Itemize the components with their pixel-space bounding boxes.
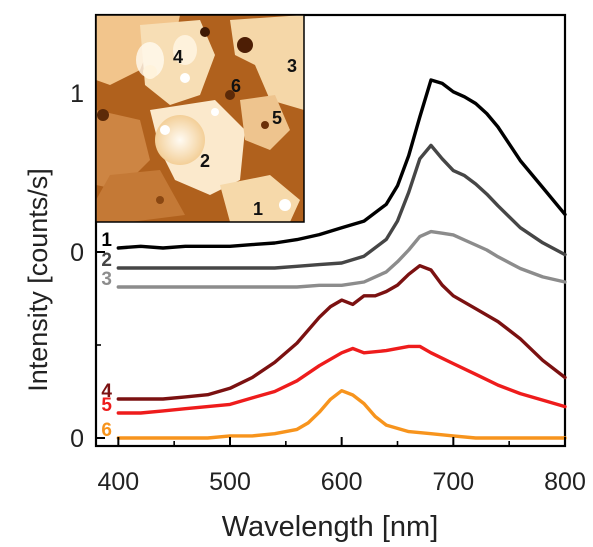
y-axis-label: Intensity [counts/s] xyxy=(23,168,53,392)
series-line-2 xyxy=(116,143,567,270)
inset-image xyxy=(95,14,305,223)
series-label-3: 3 xyxy=(101,269,112,290)
x-tick-label-700: 700 xyxy=(432,468,474,496)
inset-label-5: 5 xyxy=(272,108,282,128)
x-tick-label-500: 500 xyxy=(209,468,251,496)
inset-label-layer: 4 6 3 5 2 1 xyxy=(173,47,297,219)
y-tick-label-0: 0 xyxy=(70,425,84,453)
series-line-4 xyxy=(116,264,567,401)
series-label-1: 1 xyxy=(101,230,112,251)
y-tick-label-1: 0 xyxy=(70,239,84,267)
series-label-4: 4 xyxy=(101,381,112,402)
x-tick-label-400: 400 xyxy=(97,468,139,496)
series-label-6: 6 xyxy=(101,420,112,441)
x-axis-label: Wavelength [nm] xyxy=(222,511,439,542)
x-tick-label-600: 600 xyxy=(321,468,363,496)
inset-label-6: 6 xyxy=(231,76,241,96)
series-label-2: 2 xyxy=(101,250,112,271)
y-tick-label-2: 1 xyxy=(70,80,84,108)
inset-label-2: 2 xyxy=(200,151,210,171)
series-layer xyxy=(116,78,567,440)
series-label-layer: 123 45 6 xyxy=(101,230,112,441)
inset-label-3: 3 xyxy=(287,56,297,76)
series-label-5: 5 xyxy=(101,395,112,416)
inset-label-4: 4 xyxy=(173,47,183,67)
series-line-5 xyxy=(116,344,567,415)
series-line-1 xyxy=(116,78,567,250)
inset-label-1: 1 xyxy=(253,199,263,219)
x-tick-label-800: 800 xyxy=(544,468,586,496)
series-line-3 xyxy=(116,229,567,289)
plot-frame xyxy=(94,13,567,448)
series-line-6 xyxy=(116,389,567,440)
